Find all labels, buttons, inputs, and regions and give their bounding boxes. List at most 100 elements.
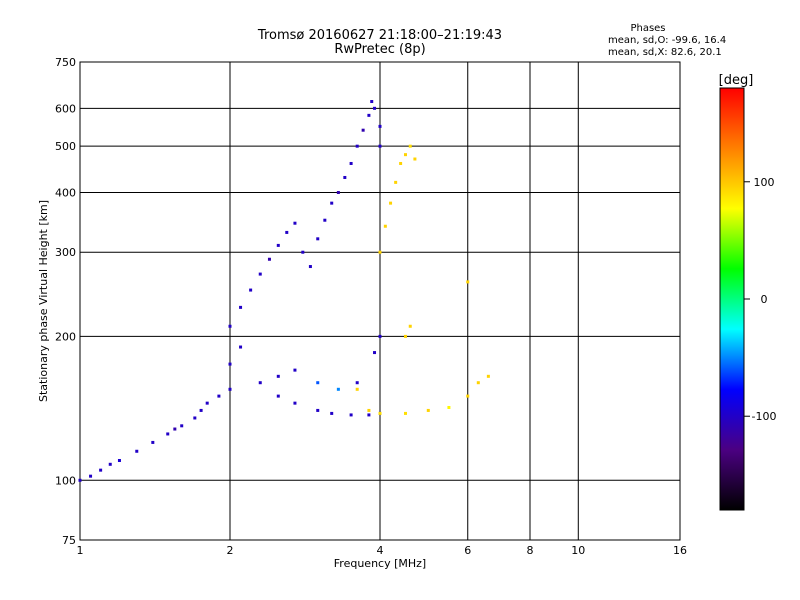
- data-point: [285, 230, 289, 234]
- data-point: [413, 157, 417, 161]
- colorbar-tick-label: 100: [754, 176, 775, 189]
- data-point: [447, 405, 451, 409]
- data-point: [367, 408, 371, 412]
- x-tick-label: 6: [464, 544, 471, 557]
- data-point: [343, 175, 347, 179]
- data-point: [301, 250, 305, 254]
- data-point: [403, 411, 407, 415]
- data-point: [78, 478, 82, 482]
- data-point: [193, 416, 197, 420]
- data-point: [408, 324, 412, 328]
- y-tick-label: 400: [55, 186, 76, 199]
- y-axis-label: Stationary phase Virtual Height [km]: [37, 200, 50, 402]
- data-point: [355, 387, 359, 391]
- data-point: [293, 401, 297, 405]
- colorbar-tick-label: 0: [761, 293, 768, 306]
- data-point: [180, 424, 184, 428]
- x-tick-labels: 1 2 4 6 8 10 16: [77, 544, 688, 557]
- data-point: [276, 243, 280, 247]
- data-point: [249, 288, 253, 292]
- chart-subtitle: RwPretec (8p): [334, 42, 425, 57]
- y-tick-label: 100: [55, 474, 76, 487]
- data-point: [383, 224, 387, 228]
- data-point: [316, 237, 320, 241]
- data-point: [403, 334, 407, 338]
- data-point: [378, 124, 382, 128]
- data-point: [316, 381, 320, 385]
- data-point: [349, 413, 353, 417]
- data-point: [199, 408, 203, 412]
- data-point: [378, 334, 382, 338]
- y-tick-labels: 75 100 200 300 400 500 600 750: [55, 56, 76, 547]
- data-point: [228, 362, 232, 366]
- data-point: [330, 201, 334, 205]
- phase-x-stats: mean, sd,X: 82.6, 20.1: [608, 47, 722, 58]
- data-point: [258, 381, 262, 385]
- data-point: [239, 345, 243, 349]
- data-point: [217, 394, 221, 398]
- data-point: [173, 427, 177, 431]
- data-point: [373, 106, 377, 110]
- data-point: [293, 221, 297, 225]
- data-point: [466, 394, 470, 398]
- colorbar-scale: [719, 87, 745, 511]
- data-point: [228, 387, 232, 391]
- data-point: [276, 374, 280, 378]
- data-point: [336, 387, 340, 391]
- data-point: [89, 474, 93, 478]
- data-point: [323, 218, 327, 222]
- data-point: [276, 394, 280, 398]
- data-point: [389, 201, 393, 205]
- data-point: [117, 458, 121, 462]
- data-point: [355, 381, 359, 385]
- colorbar-unit-label: [deg]: [719, 73, 754, 88]
- phase-heading: Phases: [630, 23, 665, 34]
- data-point: [239, 305, 243, 309]
- x-tick-label: 4: [377, 544, 384, 557]
- data-point: [361, 128, 365, 132]
- y-tick-label: 300: [55, 246, 76, 259]
- data-point: [476, 381, 480, 385]
- data-point: [378, 144, 382, 148]
- data-point: [316, 408, 320, 412]
- data-point: [426, 408, 430, 412]
- data-point: [367, 413, 371, 417]
- x-tick-label: 16: [673, 544, 687, 557]
- chart-title: Tromsø 20160627 21:18:00–21:19:43: [257, 28, 502, 43]
- x-tick-label: 2: [227, 544, 234, 557]
- data-point: [408, 144, 412, 148]
- data-points: [78, 100, 490, 482]
- data-point: [293, 368, 297, 372]
- colorbar: [deg] 100 0 -100: [719, 73, 776, 511]
- data-point: [336, 190, 340, 194]
- x-tick-label: 8: [527, 544, 534, 557]
- data-point: [258, 272, 262, 276]
- x-tick-label: 1: [77, 544, 84, 557]
- x-tick-label: 10: [571, 544, 585, 557]
- data-point: [466, 280, 470, 284]
- x-axis-label: Frequency [MHz]: [334, 557, 426, 570]
- data-point: [355, 144, 359, 148]
- data-point: [308, 265, 312, 269]
- data-point: [373, 351, 377, 355]
- data-point: [399, 161, 403, 165]
- y-tick-label: 500: [55, 140, 76, 153]
- data-point: [228, 324, 232, 328]
- data-point: [267, 257, 271, 261]
- data-point: [370, 100, 374, 104]
- y-tick-label: 750: [55, 56, 76, 69]
- data-point: [394, 180, 398, 184]
- data-point: [99, 468, 103, 472]
- data-point: [151, 440, 155, 444]
- data-point: [403, 153, 407, 157]
- data-point: [486, 374, 490, 378]
- colorbar-ticks: 100 0 -100: [744, 176, 776, 423]
- y-tick-label: 75: [62, 534, 76, 547]
- data-point: [378, 250, 382, 254]
- y-tick-label: 200: [55, 330, 76, 343]
- data-point: [330, 411, 334, 415]
- data-point: [108, 462, 112, 466]
- data-point: [166, 432, 170, 436]
- colorbar-tick-label: -100: [752, 410, 777, 423]
